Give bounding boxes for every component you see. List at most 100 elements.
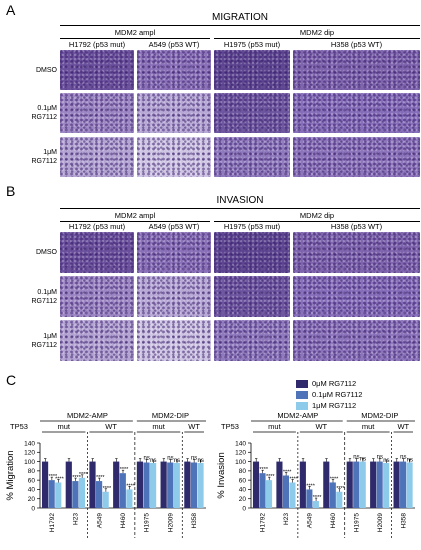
panel-a-letter: A [6,2,16,18]
legend-swatch [296,401,308,410]
tp53-status-label: mut [152,422,165,431]
bar [102,491,109,508]
y-axis-label: % Migration [5,450,16,500]
tp53-status-label: mut [362,422,375,431]
significance-label: ns [400,455,406,461]
y-tick-label: 0 [242,505,246,512]
significance-label: **** [120,467,129,473]
y-tick-label: 20 [28,496,36,503]
x-tick-label: A549 [96,513,103,529]
significance-label: ns [191,456,197,462]
invasion-chart: TP53 MDM2-AMP MDM2-DIP mut WT mut WT 0 20 40 60 80 1… [216,411,415,538]
panel-b-title: INVASION [216,195,264,206]
micrograph-tile [293,93,420,133]
bar [143,462,150,508]
row-label: DMSO [36,249,57,256]
legend-swatch [296,379,308,388]
x-tick-label: A549 [307,513,314,529]
row-label: DMSO [36,66,57,74]
y-axis-label: % Invasion [216,452,227,498]
y-tick-label: 100 [24,459,35,466]
micrograph-tile [137,137,211,177]
panel-b-group-right: MDM2 dip [299,211,335,220]
group-label-dip: MDM2-DIP [361,411,398,420]
y-tick-label: 140 [235,440,246,447]
bar [65,461,72,508]
significance-label: ns [377,455,383,461]
micrograph-tile [293,50,420,90]
y-tick-label: 40 [239,487,247,494]
x-tick-label: H1792 [260,513,267,533]
micrograph-tile [137,50,211,90]
significance-label: **** [259,467,268,473]
column-label: A549 (p53 WT) [148,222,200,231]
bar [48,480,55,508]
significance-label: **** [72,475,81,481]
row-label: 1μM RG7112 [31,332,57,349]
bar [190,462,198,508]
legend-item: 1μM RG7112 [296,400,362,411]
significance-label: **** [330,476,339,482]
legend-label: 0.1μM RG7112 [312,390,363,399]
significance-label: ns [353,455,359,461]
significance-label: ns [174,458,180,464]
bar [346,461,353,508]
y-tick-label: 80 [239,468,247,475]
bar [150,462,157,508]
bar [72,481,79,508]
legend-item: 0.1μM RG7112 [296,389,362,400]
micrograph-tile [293,137,420,177]
bar [336,491,343,508]
x-tick-label: H23 [73,513,80,525]
panel-b-group-right-rule [214,221,420,222]
row-label: 0.1μM RG7112 [31,288,57,305]
legend-item: 0μM RG7112 [296,378,362,389]
micrograph-tile [137,232,211,273]
tp53-label: TP53 [221,422,239,431]
y-tick-label: 120 [235,450,246,457]
significance-label: **** [55,476,64,482]
significance-label: **** [266,474,275,480]
y-tick-label: 0 [31,505,35,512]
bar [160,461,167,508]
micrograph-tile [293,320,420,361]
bar [299,461,306,508]
x-tick-label: H1975 [353,513,360,533]
x-tick-label: H23 [283,513,290,525]
y-tick-label: 60 [28,477,36,484]
bar [400,461,407,508]
significance-label: ns [198,458,204,464]
micrograph-tile [60,93,134,133]
panel-b-group-left-rule [60,221,210,222]
panel-b-title-rule [60,208,420,209]
bar [41,461,49,508]
micrograph-tile [60,320,134,361]
group-label-amp: MDM2-AMP [67,411,108,420]
significance-label: **** [96,475,105,481]
micrograph-tile [214,232,290,273]
bar [167,462,174,508]
significance-label: **** [289,476,298,482]
column-label: A549 (p53 WT) [148,40,200,49]
micrograph-tile [214,50,290,90]
micrograph-tile [293,232,420,273]
bar [173,462,180,508]
significance-label: **** [336,486,345,492]
y-tick-label: 40 [28,487,36,494]
x-tick-label: H1792 [49,513,56,533]
tp53-status-label: WT [105,422,117,431]
significance-label: **** [126,483,135,489]
row-label: 1μM RG7112 [31,149,57,165]
y-tick-label: 20 [239,496,247,503]
panel-a-group-right-rule [214,38,420,39]
panel-a-group-left-rule [60,38,210,39]
tp53-status-label: mut [57,422,70,431]
panel-b-group-left: MDM2 ampl [114,211,156,220]
column-label: H358 (p53 WT) [330,222,383,231]
bar [353,461,360,508]
bar [113,461,120,508]
legend-label: 1μM RG7112 [312,401,357,410]
significance-label: ns [407,458,413,464]
micrograph-tile [137,276,211,317]
significance-label: ns [167,456,173,462]
